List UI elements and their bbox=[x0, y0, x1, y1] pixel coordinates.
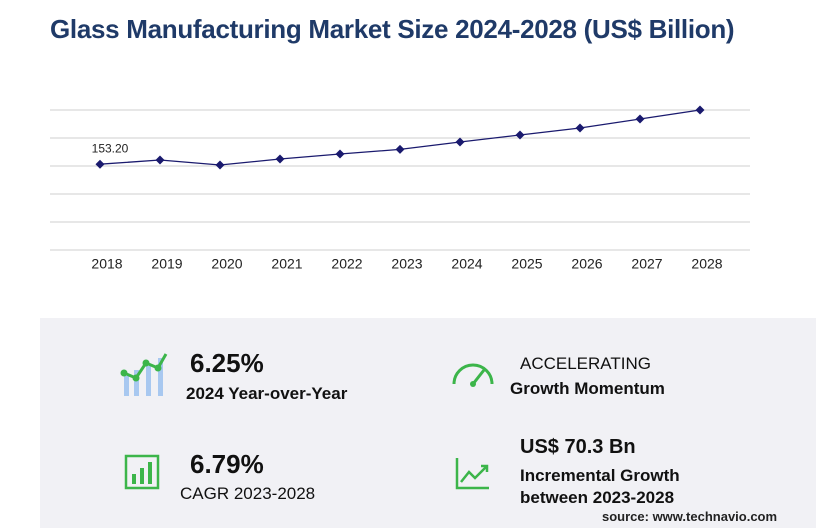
chart: 2018 2019 2020 2021 2022 2023 2024 2025 2026 2027… bbox=[50, 105, 750, 272]
yoy-value: 6.25% bbox=[190, 348, 264, 378]
marker bbox=[635, 114, 645, 124]
marker bbox=[695, 105, 705, 115]
momentum-value: ACCELERATING bbox=[520, 354, 651, 373]
incremental-value: US$ 70.3 Bn bbox=[520, 436, 636, 458]
x-tick-label: 2024 bbox=[451, 256, 482, 272]
data-label: 153.20 bbox=[92, 141, 129, 155]
cagr-label: CAGR 2023-2028 bbox=[180, 484, 316, 503]
marker bbox=[515, 130, 525, 140]
x-tick-label: 2027 bbox=[631, 256, 662, 272]
momentum-icon bbox=[452, 363, 494, 387]
x-tick-label: 2021 bbox=[271, 256, 302, 272]
marker bbox=[335, 149, 345, 159]
marker bbox=[215, 160, 225, 170]
yoy-icon bbox=[120, 353, 168, 396]
cagr-icon bbox=[124, 454, 160, 490]
chart-title: Glass Manufacturing Market Size 2024-202… bbox=[50, 14, 735, 44]
momentum-label: Growth Momentum bbox=[510, 379, 665, 398]
source: source: www.technavio.com bbox=[602, 509, 778, 524]
x-tick-label: 2026 bbox=[571, 256, 602, 272]
x-tick-label: 2025 bbox=[511, 256, 542, 272]
line bbox=[99, 109, 701, 166]
yoy-label: 2024 Year-over-Year bbox=[186, 384, 348, 403]
x-tick-label: 2018 bbox=[91, 256, 122, 272]
x-tick-label: 2028 bbox=[691, 256, 722, 272]
marker bbox=[575, 123, 585, 133]
incremental-label: Incremental Growth bbox=[520, 466, 680, 485]
incremental-label: between 2023-2028 bbox=[520, 488, 675, 507]
marker bbox=[455, 137, 465, 147]
x-tick-label: 2023 bbox=[391, 256, 422, 272]
marker bbox=[95, 159, 105, 169]
marker bbox=[275, 154, 285, 164]
x-tick-label: 2019 bbox=[151, 256, 182, 272]
incremental-icon bbox=[455, 458, 489, 490]
x-tick-label: 2022 bbox=[331, 256, 362, 272]
stats-panel bbox=[40, 318, 816, 528]
x-tick-label: 2020 bbox=[211, 256, 242, 272]
marker bbox=[395, 144, 405, 154]
cagr-value: 6.79% bbox=[190, 449, 264, 479]
marker bbox=[155, 155, 165, 165]
